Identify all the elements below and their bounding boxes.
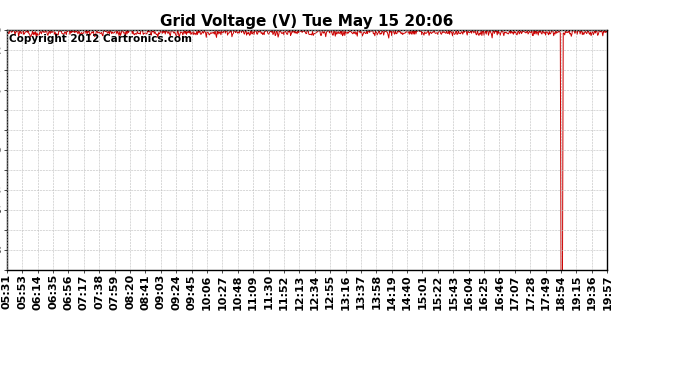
Text: Copyright 2012 Cartronics.com: Copyright 2012 Cartronics.com (9, 34, 192, 44)
Title: Grid Voltage (V) Tue May 15 20:06: Grid Voltage (V) Tue May 15 20:06 (160, 14, 454, 29)
